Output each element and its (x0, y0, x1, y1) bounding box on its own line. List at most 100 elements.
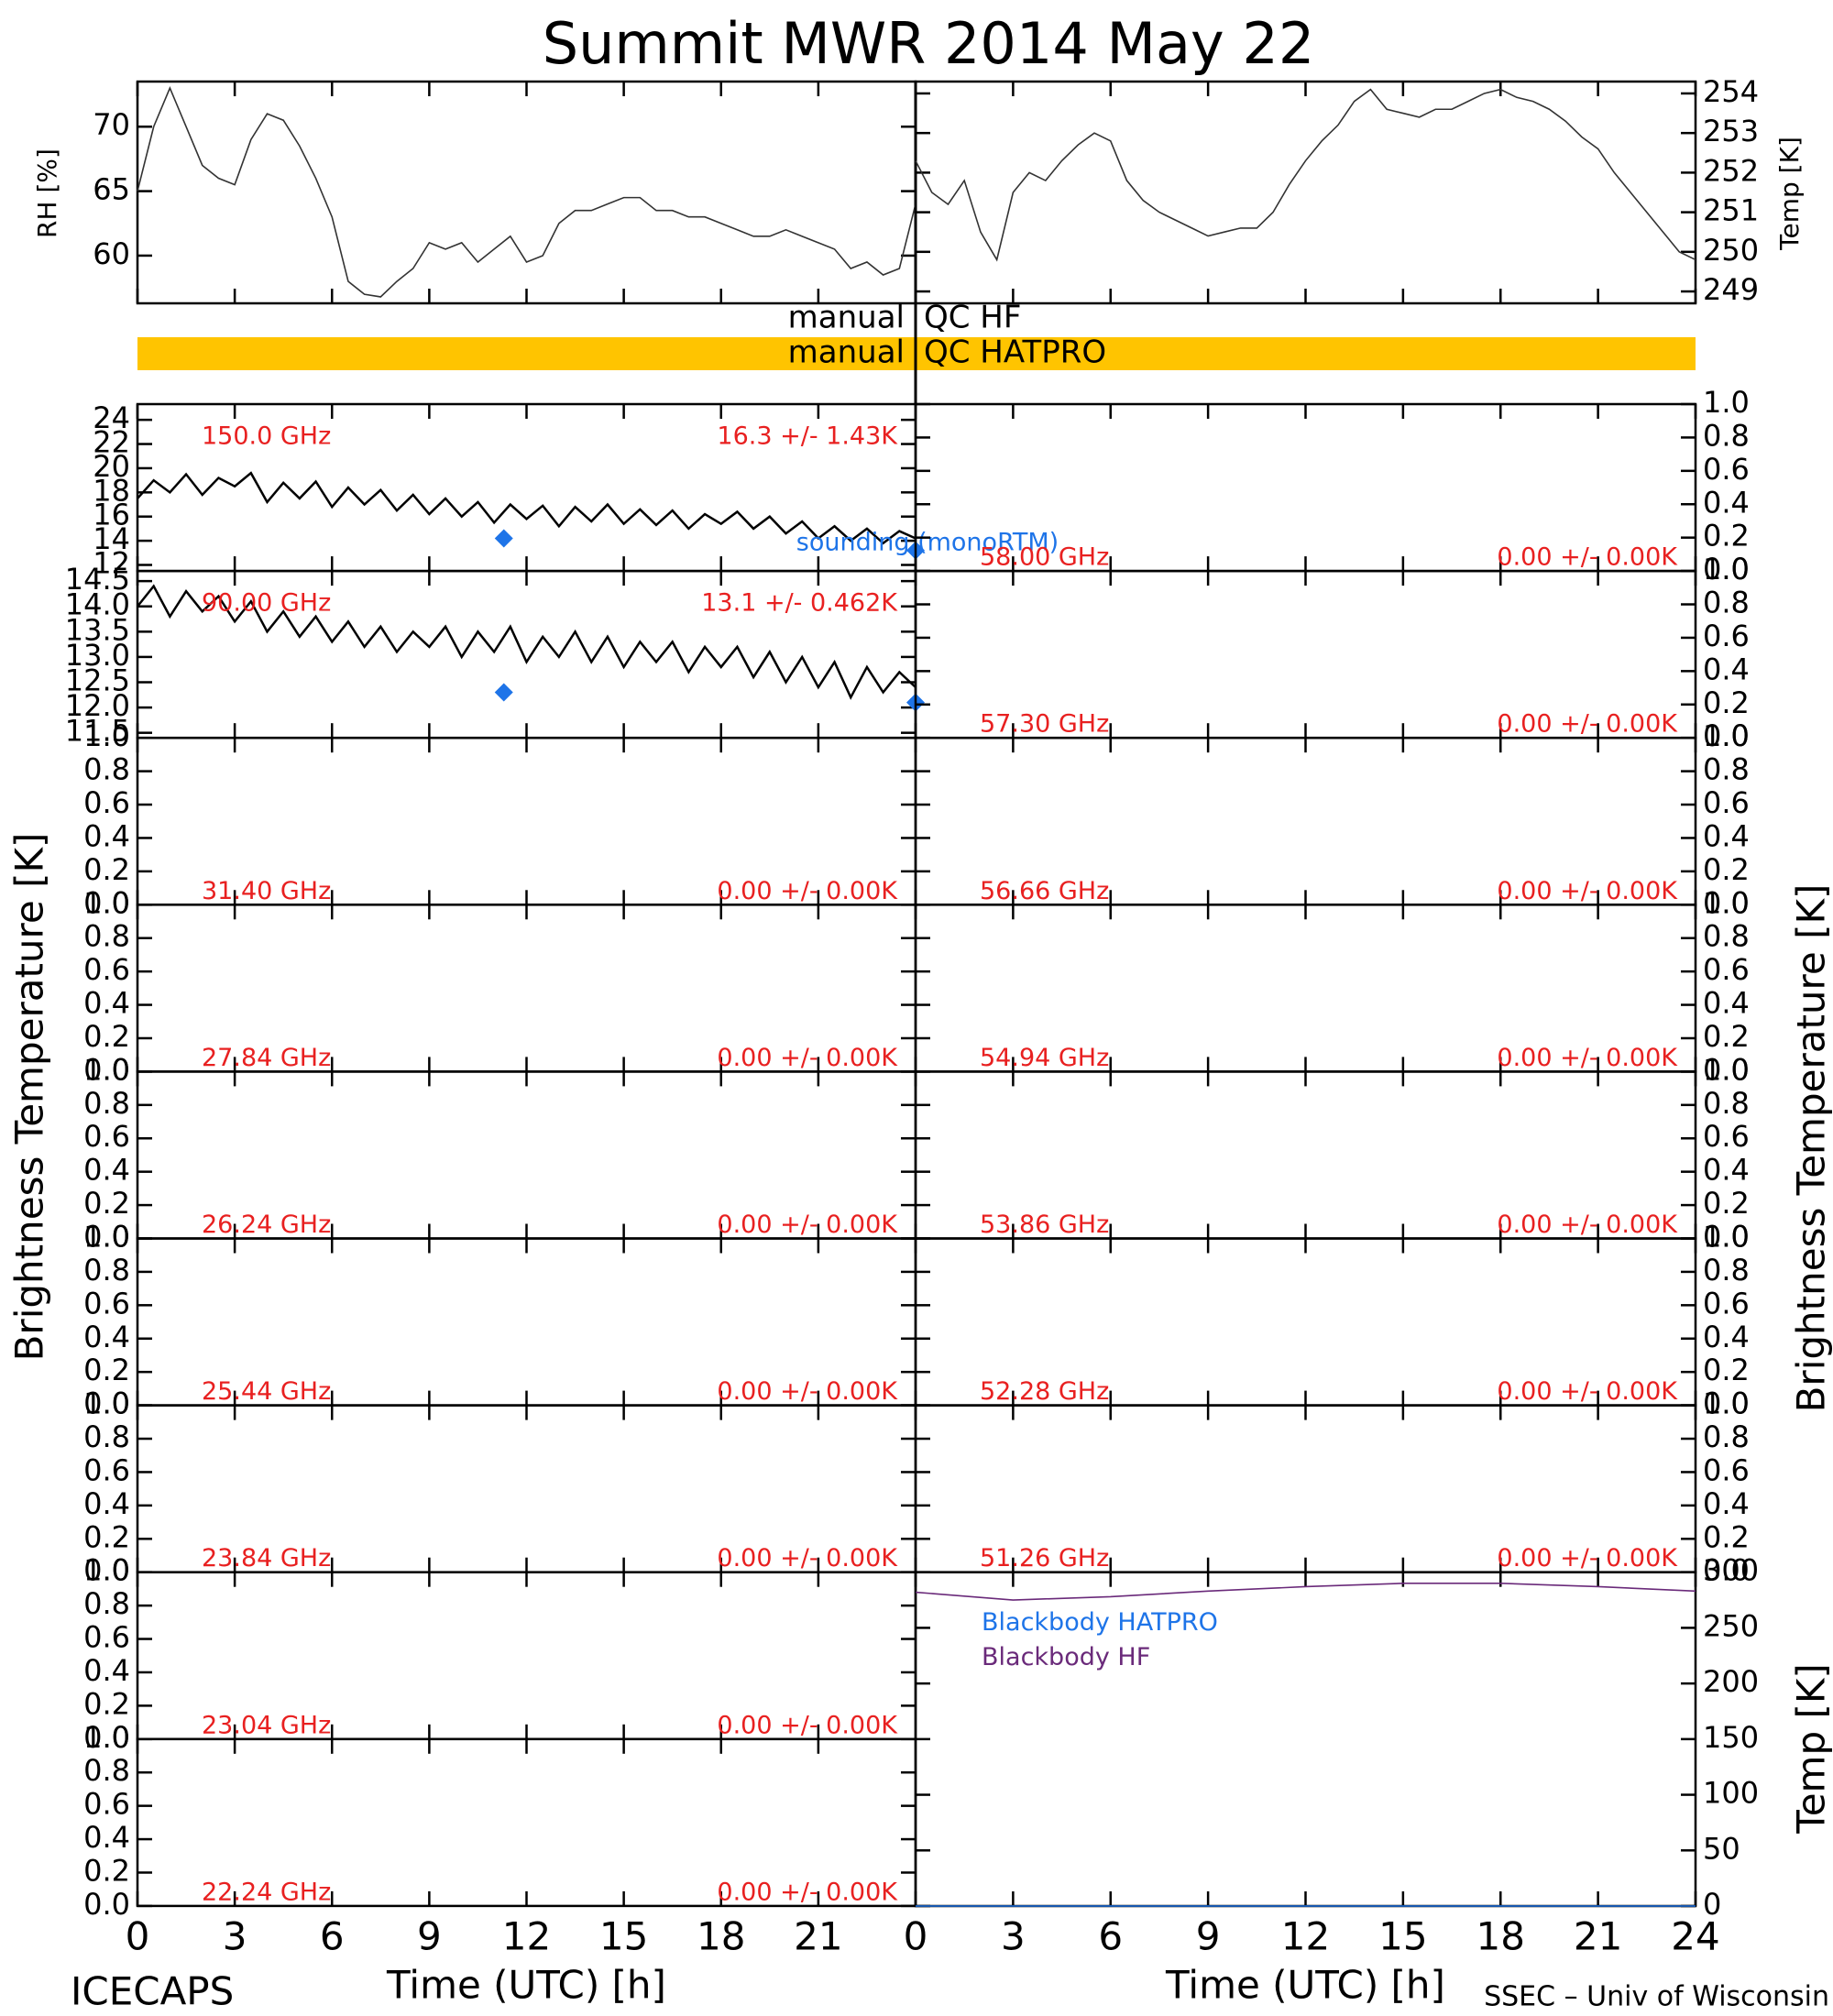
y-tick-label: 11.5 (65, 714, 130, 749)
channel-stat: 0.00 +/- 0.00K (1497, 1044, 1678, 1072)
x-tick-label: 21 (794, 1914, 842, 1959)
channel-label: 23.84 GHz (202, 1544, 331, 1572)
data-line (137, 584, 916, 700)
channel-label: 56.66 GHz (980, 877, 1109, 905)
y-tick-label: 0.6 (1703, 452, 1750, 487)
y-tick-label: 0.8 (83, 752, 130, 787)
x-tick-label: 12 (502, 1914, 551, 1959)
y-tick-label: 250 (1703, 1608, 1759, 1643)
y-tick-label: 0.2 (83, 1019, 130, 1054)
channel-label: 26.24 GHz (202, 1211, 331, 1239)
y-tick-label: 1.0 (83, 718, 130, 753)
y-tick-label: 0.2 (83, 1519, 130, 1554)
y-tick-label: 0.8 (1703, 1419, 1750, 1454)
y-tick-label: 0.2 (1703, 852, 1750, 887)
channel-stat: 0.00 +/- 0.00K (1497, 1211, 1678, 1239)
y-tick-label: 0.2 (1703, 519, 1750, 553)
x-tick-label: 24 (1671, 1914, 1719, 1959)
x-tick-label: 18 (697, 1914, 745, 1959)
y-tick-label: 0.0 (1703, 1553, 1750, 1588)
y-tick-label: 20 (93, 449, 130, 484)
y-tick-label: 0.4 (1703, 986, 1750, 1021)
y-tick-label: 254 (1703, 74, 1759, 109)
y-tick-label: 0.4 (83, 986, 130, 1021)
data-line (915, 88, 1696, 262)
channel-stat: 0.00 +/- 0.00K (1497, 877, 1678, 905)
channel-label: 52.28 GHz (980, 1377, 1109, 1406)
y-tick-label: 0.6 (83, 1620, 130, 1655)
y-tick-label: 249 (1703, 272, 1759, 307)
y-tick-label: 1.0 (1703, 718, 1750, 753)
legend-label: Blackbody HF (982, 1643, 1150, 1671)
y-tick-label: 1.0 (83, 1386, 130, 1421)
x-tick-label: 15 (1378, 1914, 1427, 1959)
y-tick-label: 0.4 (83, 818, 130, 853)
footer-left: ICECAPS (71, 1969, 234, 2014)
y-tick-label: 1.0 (1703, 385, 1750, 420)
y-tick-label: 1.0 (1703, 1220, 1750, 1255)
x-tick-label: 12 (1281, 1914, 1330, 1959)
y-tick-label: 0.6 (83, 1286, 130, 1320)
y-tick-label: 0.8 (83, 1586, 130, 1621)
y-tick-label: 0.2 (83, 1186, 130, 1221)
panel-frame (136, 80, 917, 305)
y-tick-label: 12.0 (65, 688, 130, 723)
channel-stat: 0.00 +/- 0.00K (717, 877, 898, 905)
y-tick-label: 50 (1703, 1831, 1740, 1866)
x-tick-label: 9 (1196, 1914, 1221, 1959)
y-tick-label: 0.0 (1703, 718, 1750, 753)
y-tick-label: 0.0 (1703, 1220, 1750, 1255)
y-tick-label: 250 (1703, 233, 1759, 268)
channel-stat: 0.00 +/- 0.00K (717, 1711, 898, 1739)
x-tick-label: 21 (1574, 1914, 1622, 1959)
y-tick-label: 0.4 (83, 1320, 130, 1354)
qc-label: manual (788, 334, 905, 371)
channel-label: 57.30 GHz (980, 710, 1109, 739)
y-tick-label: 0.2 (1703, 1519, 1750, 1554)
y-tick-label: 0.4 (1703, 1486, 1750, 1521)
x-tick-label: 0 (904, 1914, 928, 1959)
y-tick-label: 1.0 (1703, 1386, 1750, 1421)
y-tick-label: 0.0 (1703, 885, 1750, 920)
sounding-point (494, 529, 513, 548)
y-tick-label: 60 (93, 236, 130, 271)
y-tick-label: 0.8 (83, 1753, 130, 1788)
data-line (915, 1583, 1696, 1601)
y-tick-label: 1.0 (83, 1720, 130, 1755)
y-tick-label: 0.0 (83, 1052, 130, 1087)
x-tick-label: 15 (599, 1914, 648, 1959)
channel-stat: 0.00 +/- 0.00K (1497, 710, 1678, 739)
y-tick-label: 0.0 (83, 1887, 130, 1922)
channel-label: 90.00 GHz (202, 589, 331, 618)
y-tick-label: 0 (1703, 1887, 1721, 1922)
y-tick-label: 0.8 (1703, 1086, 1750, 1121)
y-tick-label: 0.2 (1703, 685, 1750, 720)
y-tick-label: 0.2 (1703, 1353, 1750, 1387)
data-line (137, 471, 916, 545)
y-tick-label: 0.6 (83, 952, 130, 987)
y-tick-label: 0.0 (83, 1553, 130, 1588)
y-tick-label: 0.6 (1703, 1452, 1750, 1487)
y-tick-label: 150 (1703, 1720, 1759, 1755)
x-axis-title: Time (UTC) [h] (386, 1963, 666, 2008)
y-tick-label: 0.4 (1703, 818, 1750, 853)
y-tick-label: 14.5 (65, 562, 130, 597)
y-axis-title: Brightness Temperature [K] (1789, 884, 1833, 1413)
channel-stat: 13.1 +/- 0.462K (701, 589, 898, 618)
channel-stat: 0.00 +/- 0.00K (717, 1044, 898, 1072)
channel-label: 27.84 GHz (202, 1044, 331, 1072)
y-tick-label: 0.6 (83, 1119, 130, 1154)
y-tick-label: 1.0 (83, 1220, 130, 1255)
y-tick-label: 0.6 (83, 1787, 130, 1822)
x-tick-label: 3 (223, 1914, 247, 1959)
channel-label: 25.44 GHz (202, 1377, 331, 1406)
y-tick-label: 12 (93, 546, 130, 581)
x-tick-label: 6 (320, 1914, 345, 1959)
y-tick-label: 0.4 (1703, 652, 1750, 686)
y-tick-label: 1.0 (83, 1553, 130, 1588)
y-tick-label: 14 (93, 521, 130, 556)
y-tick-label: 1.0 (1703, 885, 1750, 920)
y-tick-label: 0.4 (1703, 485, 1750, 520)
panel-frame (914, 80, 1697, 305)
chart-title: Summit MWR 2014 May 22 (543, 10, 1315, 77)
